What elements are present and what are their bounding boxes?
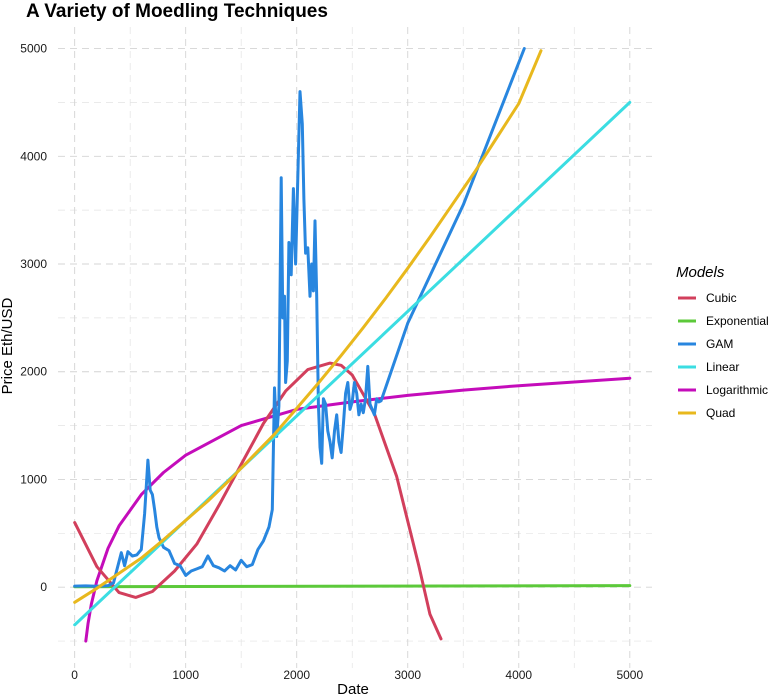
legend-item-quad: Quad — [678, 406, 735, 420]
legend-label: Cubic — [706, 291, 737, 305]
legend-items: Cubic Exponential GAM Linear Logarithmic Quad — [678, 291, 769, 420]
legend-label: Quad — [706, 406, 735, 420]
x-tick-label: 5000 — [616, 668, 643, 682]
y-axis-tick-labels: 0 1000 2000 3000 4000 5000 — [20, 42, 47, 595]
series-line-gam — [73, 47, 526, 588]
y-tick-label: 2000 — [20, 365, 47, 379]
series-line-cubic — [73, 361, 443, 641]
legend: Models Cubic Exponential GAM Linear Logarith… — [676, 264, 769, 420]
x-axis-tick-labels: 0 1000 2000 3000 4000 5000 — [71, 668, 643, 682]
y-tick-label: 3000 — [20, 257, 47, 271]
legend-label: GAM — [706, 337, 733, 351]
series-line-logarithmic — [84, 376, 632, 643]
x-axis-title: Date — [337, 681, 369, 698]
series-lines — [73, 47, 632, 643]
x-tick-label: 4000 — [505, 668, 532, 682]
y-axis-title: Price Eth/USD — [0, 297, 16, 394]
y-tick-label: 1000 — [20, 472, 47, 486]
legend-item-logarithmic: Logarithmic — [678, 383, 768, 397]
legend-item-cubic: Cubic — [678, 291, 737, 305]
chart-title: A Variety of Moedling Techniques — [26, 1, 328, 22]
series-line-quad — [73, 49, 543, 604]
minor-gridlines — [58, 27, 652, 668]
y-tick-label: 5000 — [20, 42, 47, 56]
y-tick-label: 0 — [40, 580, 47, 594]
legend-label: Logarithmic — [706, 383, 768, 397]
legend-label: Exponential — [706, 314, 769, 328]
x-tick-label: 2000 — [283, 668, 310, 682]
legend-item-linear: Linear — [678, 360, 739, 374]
legend-label: Linear — [706, 360, 739, 374]
legend-item-gam: GAM — [678, 337, 733, 351]
major-gridlines — [58, 27, 652, 668]
x-tick-label: 1000 — [172, 668, 199, 682]
legend-title: Models — [676, 264, 725, 281]
x-tick-label: 3000 — [394, 668, 421, 682]
x-tick-label: 0 — [71, 668, 78, 682]
legend-item-exponential: Exponential — [678, 314, 769, 328]
y-tick-label: 4000 — [20, 149, 47, 163]
series-line-exponential — [73, 584, 632, 589]
